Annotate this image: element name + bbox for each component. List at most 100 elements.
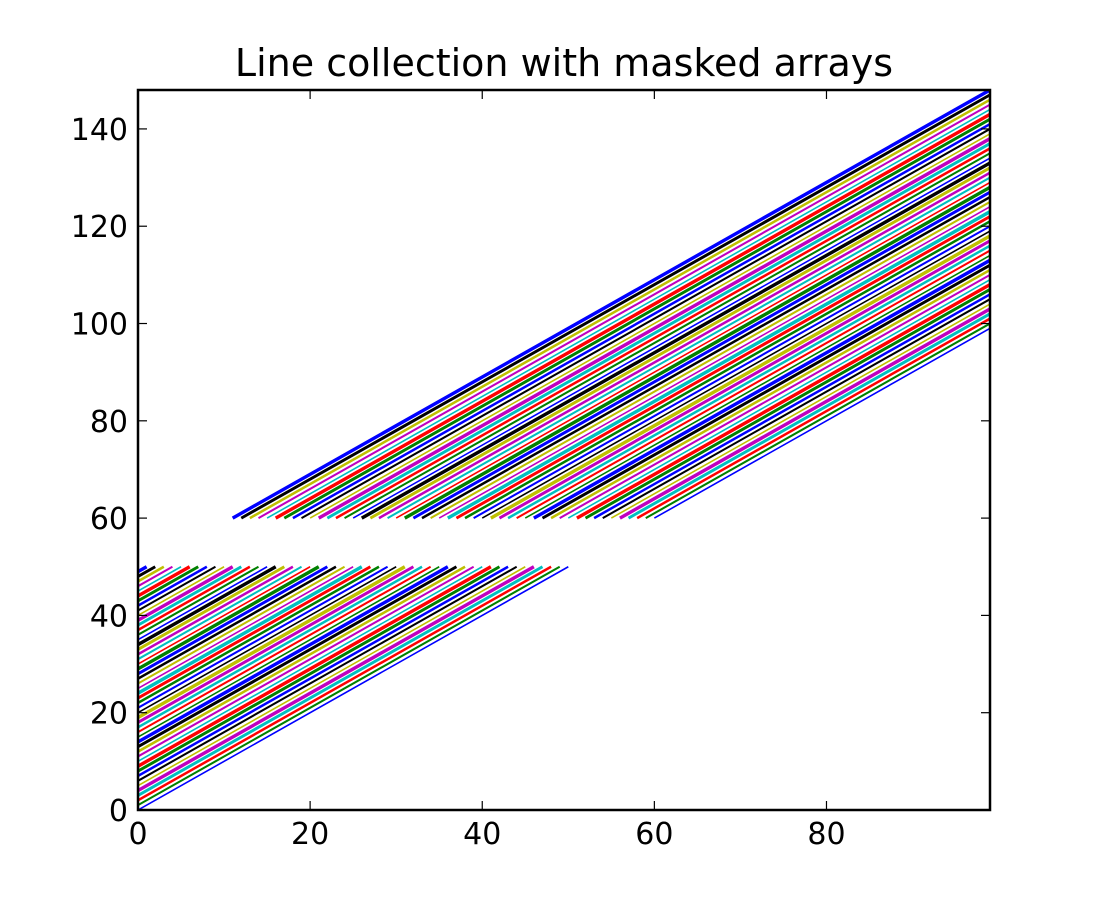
series-line-39-segment-1 — [317, 137, 990, 520]
series-line-5-segment-1 — [610, 303, 990, 519]
series-line-33-segment-0 — [138, 565, 286, 651]
series-line-46-segment-0 — [138, 565, 173, 588]
chart-title: Line collection with masked arrays — [235, 41, 893, 85]
series-line-42-segment-0 — [138, 565, 208, 607]
series-line-15-segment-1 — [524, 254, 990, 519]
series-line-11-segment-1 — [559, 273, 990, 520]
series-line-19-segment-0 — [138, 565, 406, 720]
series-line-18-segment-0 — [138, 565, 415, 724]
series-line-41-segment-1 — [301, 128, 990, 520]
series-line-36-segment-0 — [138, 565, 259, 636]
series-line-25-segment-1 — [438, 206, 990, 519]
series-line-14-segment-1 — [533, 258, 990, 520]
series-line-11-segment-0 — [138, 565, 475, 758]
series-line-31-segment-0 — [138, 565, 303, 661]
series-line-34-segment-1 — [360, 161, 990, 520]
series-line-23-segment-1 — [455, 215, 990, 520]
series-line-47-segment-0 — [138, 565, 165, 583]
series-line-20-segment-0 — [138, 566, 397, 714]
series-line-15-segment-0 — [138, 566, 440, 738]
x-tick-label: 0 — [128, 817, 147, 852]
series-line-25-segment-0 — [138, 566, 354, 690]
series-lines — [138, 90, 990, 810]
x-tick-label: 40 — [463, 817, 501, 852]
series-line-27-segment-1 — [421, 195, 990, 520]
series-line-37-segment-0 — [138, 565, 251, 632]
series-line-10-segment-1 — [567, 279, 990, 519]
series-line-24-segment-1 — [446, 210, 990, 520]
series-line-26-segment-0 — [138, 565, 346, 685]
series-line-13-segment-1 — [541, 263, 990, 520]
y-tick-label: 60 — [90, 502, 128, 537]
series-line-38-segment-0 — [138, 565, 242, 627]
series-line-21-segment-1 — [473, 225, 990, 520]
series-line-28-segment-1 — [412, 190, 990, 520]
series-line-22-segment-1 — [464, 220, 990, 520]
series-line-2-segment-0 — [138, 565, 552, 802]
series-line-3-segment-0 — [138, 565, 544, 797]
series-line-45-segment-0 — [138, 566, 182, 592]
series-line-49-segment-1 — [231, 90, 990, 520]
y-tick-label: 20 — [90, 697, 128, 732]
series-line-28-segment-0 — [138, 565, 329, 676]
y-tick-label: 120 — [71, 210, 128, 245]
series-line-34-segment-0 — [138, 565, 277, 647]
y-tick-label: 80 — [90, 405, 128, 440]
series-line-44-segment-1 — [274, 112, 990, 520]
series-line-29-segment-1 — [403, 185, 990, 520]
series-line-14-segment-0 — [138, 565, 449, 744]
x-tick-label: 60 — [635, 817, 673, 852]
series-line-17-segment-1 — [507, 244, 990, 520]
series-line-12-segment-1 — [550, 268, 990, 520]
series-line-29-segment-0 — [138, 565, 320, 671]
plot-area-frame — [136, 88, 992, 812]
series-line-21-segment-0 — [138, 565, 389, 709]
series-line-16-segment-1 — [516, 249, 990, 520]
series-line-8-segment-1 — [584, 288, 990, 520]
series-line-1-segment-1 — [645, 322, 990, 520]
series-line-3-segment-1 — [627, 312, 990, 520]
y-tick-label: 140 — [71, 113, 128, 148]
series-line-47-segment-1 — [249, 98, 990, 520]
series-line-7-segment-0 — [138, 565, 509, 778]
series-line-44-segment-0 — [138, 565, 191, 598]
series-line-0-segment-1 — [653, 327, 990, 519]
series-line-19-segment-1 — [490, 234, 990, 520]
series-line-30-segment-0 — [138, 566, 311, 665]
series-line-42-segment-1 — [292, 122, 990, 520]
series-line-35-segment-1 — [352, 157, 990, 519]
series-line-36-segment-1 — [344, 152, 990, 520]
series-line-8-segment-0 — [138, 565, 501, 773]
series-line-31-segment-1 — [387, 176, 990, 520]
series-line-9-segment-0 — [138, 565, 492, 768]
series-line-45-segment-1 — [266, 108, 990, 519]
series-line-9-segment-1 — [576, 283, 990, 520]
y-tick-label: 40 — [90, 599, 128, 634]
series-line-48-segment-1 — [240, 93, 990, 520]
series-line-6-segment-0 — [138, 565, 518, 782]
series-line-2-segment-1 — [636, 317, 990, 520]
series-line-30-segment-1 — [395, 181, 990, 519]
y-tick-label: 100 — [71, 308, 128, 343]
series-line-17-segment-0 — [138, 565, 423, 729]
series-line-40-segment-0 — [138, 566, 225, 617]
series-line-4-segment-1 — [619, 307, 990, 520]
series-line-48-segment-0 — [138, 565, 156, 578]
y-tick-label: 0 — [109, 794, 128, 829]
x-tick-label: 80 — [807, 817, 845, 852]
series-line-5-segment-0 — [138, 566, 526, 787]
series-line-43-segment-1 — [283, 117, 990, 520]
series-line-13-segment-0 — [138, 565, 458, 749]
series-line-7-segment-1 — [593, 293, 990, 520]
axis-ticks: 0 20 40 60 80 0 20 40 60 80 100 120 140 — [71, 90, 990, 852]
series-line-6-segment-1 — [602, 298, 990, 520]
series-line-20-segment-1 — [481, 230, 990, 519]
series-line-38-segment-1 — [326, 142, 990, 520]
series-line-24-segment-0 — [138, 565, 363, 695]
series-line-12-segment-0 — [138, 565, 466, 753]
series-line-23-segment-0 — [138, 565, 372, 700]
series-line-35-segment-0 — [138, 566, 268, 641]
series-line-40-segment-1 — [309, 133, 990, 519]
series-line-10-segment-0 — [138, 566, 483, 763]
